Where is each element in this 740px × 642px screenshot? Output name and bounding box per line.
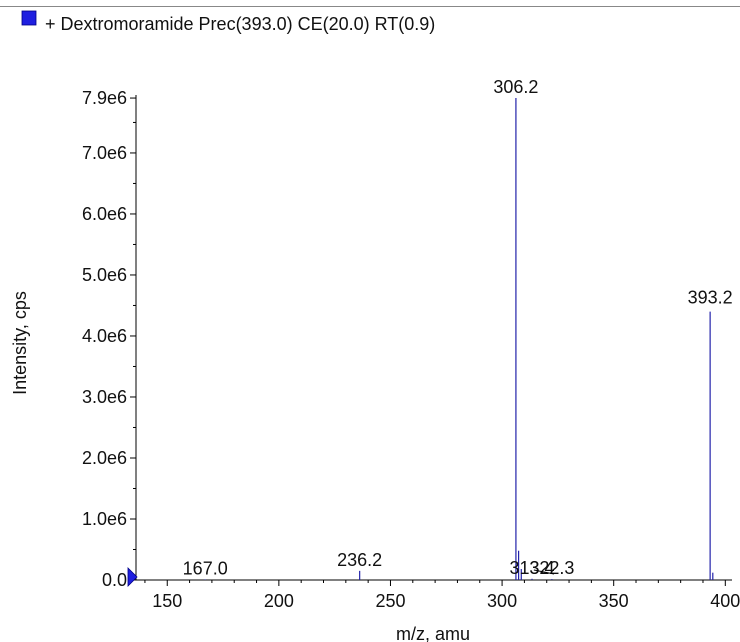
y-tick-label: 0.0 [102,570,127,590]
y-axis-label: Intensity, cps [10,291,30,395]
legend-label: + Dextromoramide Prec(393.0) CE(20.0) RT… [45,14,435,34]
peak-label: 167.0 [183,558,228,578]
y-tick-label: 4.0e6 [82,326,127,346]
origin-marker-icon [127,567,138,587]
y-tick-label: 6.0e6 [82,204,127,224]
y-tick-label: 2.0e6 [82,448,127,468]
peak-label: 393.2 [688,288,733,308]
x-tick-label: 150 [152,591,182,611]
x-tick-label: 400 [710,591,740,611]
y-tick-label: 3.0e6 [82,387,127,407]
peak-label-leader [533,569,555,575]
peak-label: 236.2 [337,550,382,570]
y-tick-label: 5.0e6 [82,265,127,285]
y-tick-label: 7.9e6 [82,88,127,108]
legend-swatch[interactable] [21,10,37,26]
peak-label: 306.2 [493,77,538,97]
x-tick-label: 250 [375,591,405,611]
x-tick-label: 350 [599,591,629,611]
x-tick-label: 200 [264,591,294,611]
x-tick-label: 300 [487,591,517,611]
peak-label: 322.3 [529,558,574,578]
y-tick-label: 7.0e6 [82,143,127,163]
x-axis-label: m/z, amu [396,624,470,642]
y-tick-label: 1.0e6 [82,509,127,529]
plot-area: 0.0 1.0e6 2.0e6 3.0e6 4.0e6 5.0e6 6.0e6 7.0e6 7.… [82,77,740,611]
peak-label: 313.4 [509,558,554,578]
